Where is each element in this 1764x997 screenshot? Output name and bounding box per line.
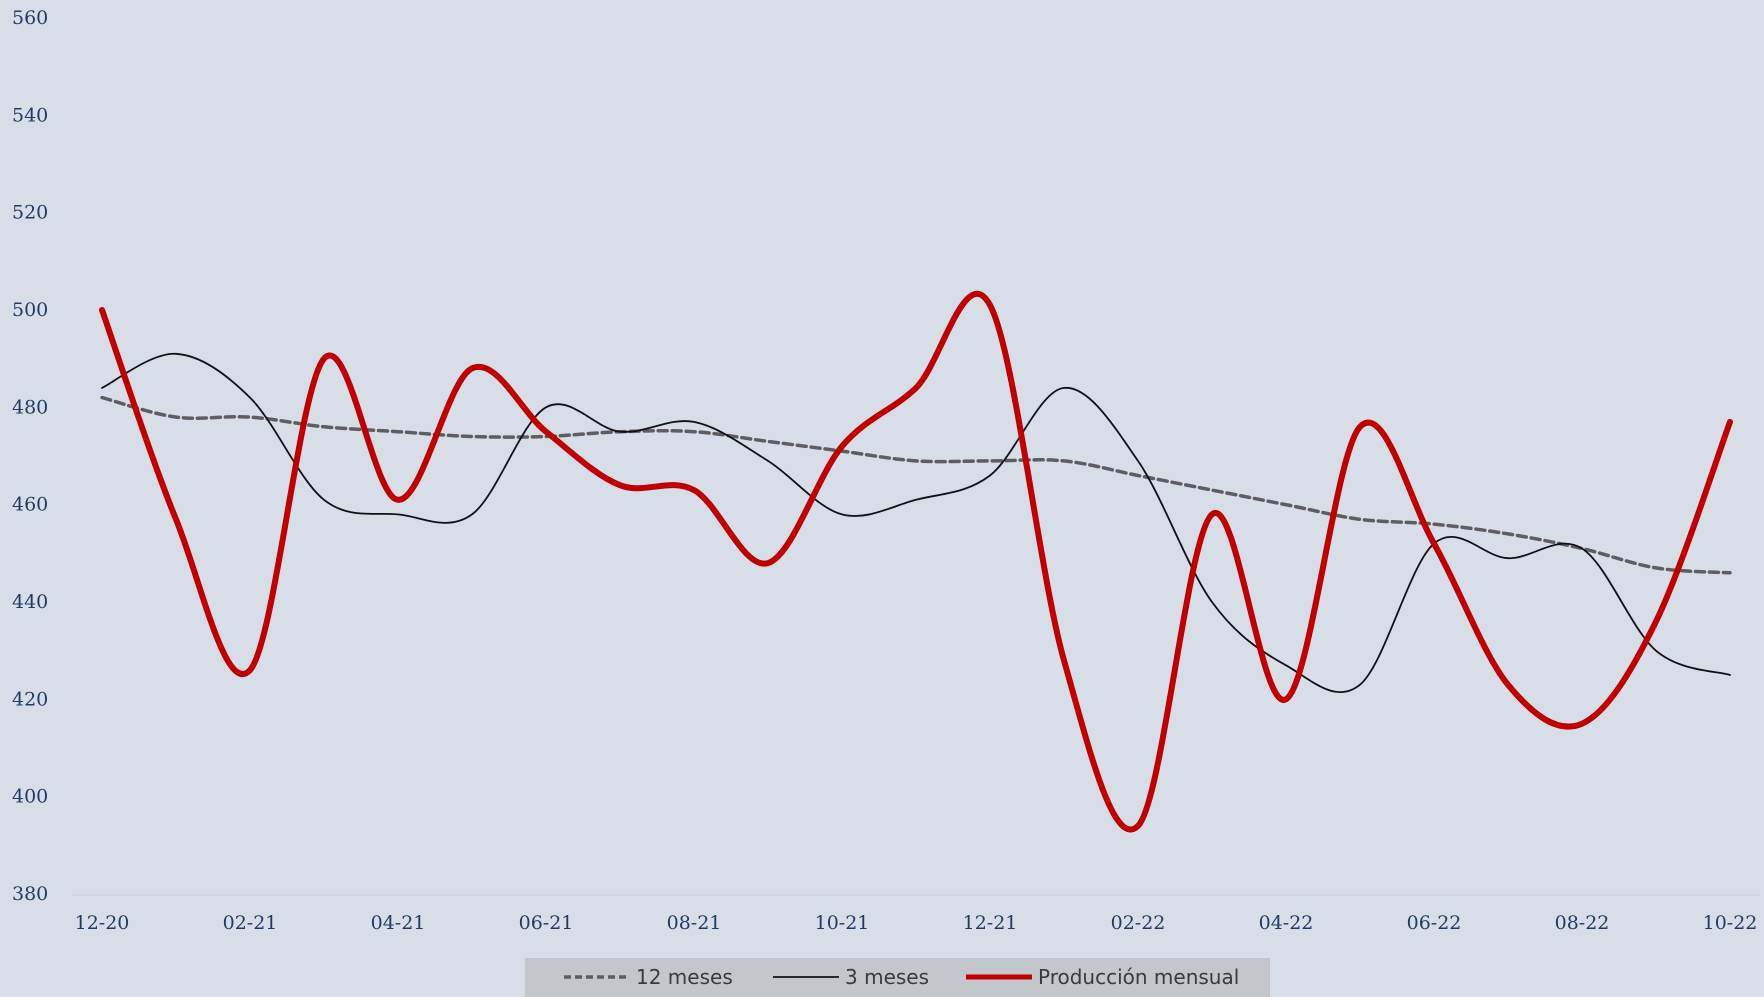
y-axis: 380 400 420 440 460 480 500 520 540 560: [12, 7, 48, 905]
series-line-12-meses: [100, 395, 1732, 575]
y-tick-label-480: 480: [12, 396, 48, 418]
x-tick-label-06-21: 06-21: [519, 912, 574, 934]
y-tick-label-500: 500: [12, 299, 48, 321]
legend-label-produccion-mensual: Producción mensual: [1038, 965, 1239, 989]
x-tick-label-12-21: 12-21: [963, 912, 1018, 934]
legend-label-3-meses: 3 meses: [845, 965, 929, 989]
y-tick-label-380: 380: [12, 883, 48, 905]
y-tick-label-400: 400: [12, 786, 48, 808]
x-tick-label-12-20: 12-20: [75, 912, 130, 934]
x-tick-label-08-22: 08-22: [1555, 912, 1610, 934]
x-axis: 12-20 02-21 04-21 06-21 08-21 10-21 12-21 02-22…: [75, 912, 1758, 934]
x-tick-label-04-22: 04-22: [1259, 912, 1314, 934]
x-tick-label-06-22: 06-22: [1407, 912, 1462, 934]
y-tick-label-520: 520: [12, 202, 48, 224]
x-tick-label-10-22: 10-22: [1703, 912, 1758, 934]
legend-box: [525, 958, 1270, 997]
x-tick-label-08-21: 08-21: [667, 912, 722, 934]
x-tick-label-02-21: 02-21: [223, 912, 278, 934]
y-tick-label-440: 440: [12, 591, 48, 613]
legend: 12 meses 3 meses Producción mensual: [525, 958, 1270, 997]
series-line-produccion-mensual: [99, 291, 1733, 833]
series-line-3-meses: [101, 352, 1731, 693]
series-layer: [99, 291, 1733, 833]
legend-label-12-meses: 12 meses: [636, 965, 733, 989]
y-tick-label-560: 560: [12, 7, 48, 29]
x-tick-label-04-21: 04-21: [371, 912, 426, 934]
y-tick-label-540: 540: [12, 104, 48, 126]
x-tick-label-10-21: 10-21: [815, 912, 870, 934]
y-tick-label-420: 420: [12, 688, 48, 710]
y-tick-label-460: 460: [12, 494, 48, 516]
x-tick-label-02-22: 02-22: [1111, 912, 1166, 934]
